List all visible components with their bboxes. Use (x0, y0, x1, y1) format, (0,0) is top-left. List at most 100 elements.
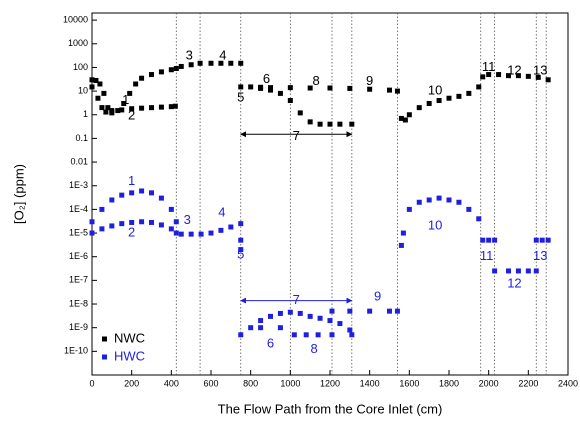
data-point (238, 84, 244, 90)
data-point (105, 105, 111, 111)
data-point (139, 75, 145, 81)
y-tick-label: 10000 (63, 14, 88, 24)
data-point (268, 313, 273, 319)
data-point (228, 60, 234, 66)
data-point (480, 237, 486, 243)
annotation: 13 (533, 63, 547, 78)
data-point (139, 105, 145, 111)
data-point (317, 315, 323, 321)
data-point (173, 230, 179, 236)
data-point (158, 195, 164, 201)
data-point (129, 106, 135, 112)
data-point (121, 100, 127, 106)
y-tick-label: 1E-8 (69, 298, 88, 308)
legend-label: HWC (114, 348, 145, 363)
data-point (158, 69, 164, 75)
data-point (307, 85, 313, 91)
data-point (480, 74, 486, 80)
data-point (248, 325, 254, 331)
data-point (129, 190, 135, 196)
data-point (533, 268, 539, 274)
annotation: 8 (311, 341, 318, 356)
data-point (208, 60, 214, 66)
x-tick-label: 200 (124, 378, 139, 388)
data-point (218, 227, 224, 233)
data-point (99, 206, 105, 212)
data-point (178, 63, 184, 69)
data-point (218, 60, 224, 66)
annotation: 1 (122, 92, 129, 107)
data-point (533, 237, 539, 243)
data-point (394, 88, 400, 94)
data-point (486, 237, 492, 243)
data-point (119, 221, 125, 227)
data-point (347, 85, 353, 91)
annotation: 8 (312, 73, 319, 88)
data-point (416, 105, 422, 111)
data-point (466, 90, 472, 96)
annotation: 5 (237, 90, 244, 105)
data-point (394, 308, 400, 314)
data-point (89, 77, 95, 83)
x-tick-label: 1600 (399, 378, 419, 388)
x-tick-label: 400 (164, 378, 179, 388)
data-point (416, 199, 422, 205)
data-point (315, 332, 321, 338)
data-point (89, 230, 95, 236)
data-point (545, 237, 551, 243)
annotation: 3 (184, 212, 191, 227)
y-tick-label: 1000 (68, 38, 88, 48)
data-point (367, 308, 373, 314)
annotation: 4 (219, 48, 226, 63)
data-point (515, 268, 521, 274)
annotation: 7 (293, 292, 300, 307)
data-point (133, 81, 139, 87)
data-point (89, 84, 95, 90)
data-point (168, 67, 174, 73)
data-point (287, 85, 293, 91)
annotation: 10 (428, 83, 442, 98)
annotation: 3 (186, 48, 193, 63)
data-point (506, 73, 511, 79)
data-point (329, 308, 335, 314)
data-point (258, 318, 264, 324)
data-point (168, 206, 174, 212)
data-point (93, 78, 99, 84)
data-point (387, 308, 392, 314)
data-point (149, 190, 154, 196)
annotation: 2 (128, 107, 135, 122)
y-tick-label: 1E-9 (69, 322, 88, 332)
data-point (367, 86, 373, 92)
data-point (268, 87, 273, 93)
data-point (456, 199, 462, 205)
annotation: 5 (237, 246, 244, 261)
legend-marker (102, 354, 107, 360)
data-point (506, 268, 511, 274)
data-point (496, 72, 502, 78)
data-point (238, 332, 244, 338)
y-axis-label: [O₂] (ppm) (11, 164, 26, 224)
data-point (95, 95, 101, 101)
data-point (525, 268, 531, 274)
annotation: 4 (218, 204, 225, 219)
data-point (486, 72, 492, 78)
annotation: 9 (366, 73, 373, 88)
x-tick-label: 1800 (439, 378, 459, 388)
data-point (349, 332, 355, 338)
data-point (119, 107, 125, 113)
data-point (129, 219, 135, 225)
data-point (188, 62, 194, 68)
data-point (446, 95, 452, 101)
data-point (329, 332, 335, 338)
data-point (258, 85, 264, 91)
data-point (466, 206, 472, 212)
data-point (188, 231, 194, 237)
data-point (287, 98, 293, 104)
data-point (337, 321, 343, 327)
data-point (535, 74, 541, 80)
y-tick-label: 10 (78, 85, 88, 95)
x-tick-label: 2200 (518, 378, 538, 388)
data-point (307, 119, 313, 125)
x-tick-label: 600 (203, 378, 218, 388)
data-point (139, 219, 145, 225)
